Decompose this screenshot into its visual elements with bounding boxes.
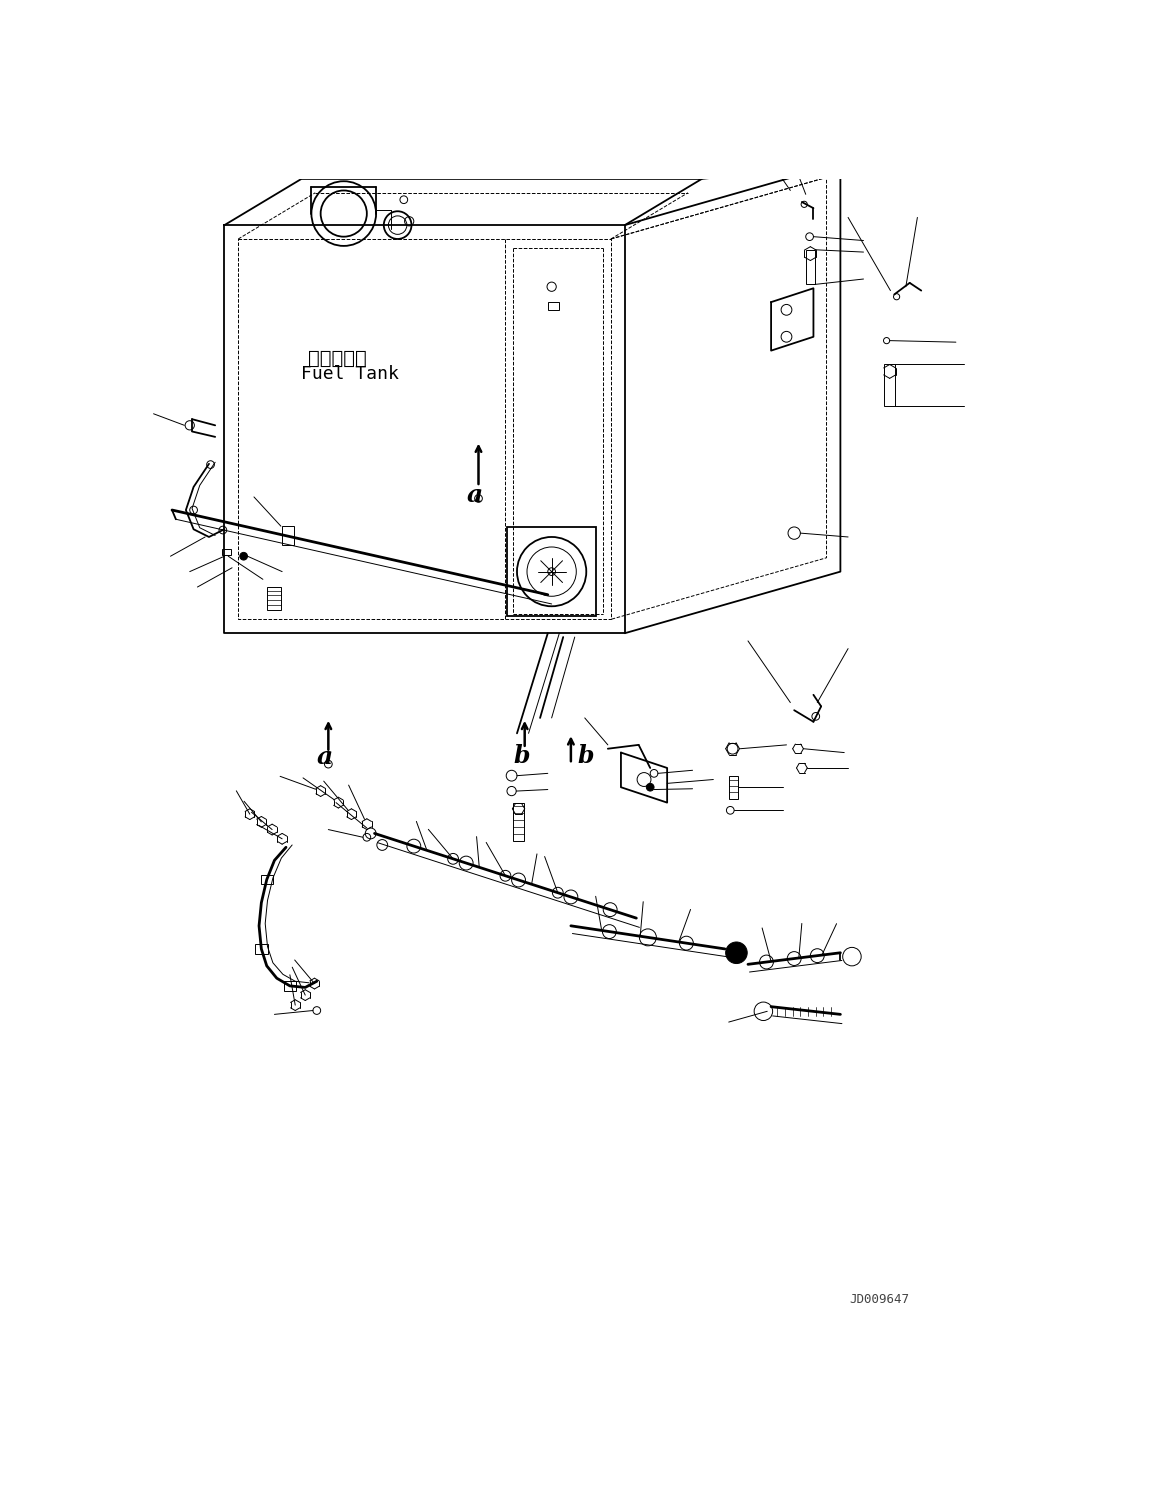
- Circle shape: [726, 942, 747, 963]
- Bar: [255, 944, 267, 954]
- Text: b: b: [577, 744, 593, 768]
- Text: b: b: [513, 744, 529, 768]
- Circle shape: [646, 783, 654, 792]
- Bar: [260, 875, 273, 884]
- Bar: [548, 303, 560, 310]
- Text: a: a: [467, 483, 483, 507]
- Text: Fuel Tank: Fuel Tank: [302, 365, 399, 383]
- Bar: [513, 802, 524, 841]
- Bar: [267, 587, 281, 610]
- Text: JD009647: JD009647: [849, 1293, 909, 1306]
- Bar: [728, 775, 738, 799]
- Circle shape: [239, 552, 247, 561]
- Bar: [884, 364, 895, 406]
- Bar: [806, 250, 815, 285]
- Bar: [507, 526, 596, 616]
- Bar: [222, 549, 231, 555]
- Text: 燃料タンク: 燃料タンク: [307, 349, 366, 368]
- Bar: [282, 526, 294, 544]
- Bar: [283, 981, 296, 990]
- Text: a: a: [317, 746, 333, 769]
